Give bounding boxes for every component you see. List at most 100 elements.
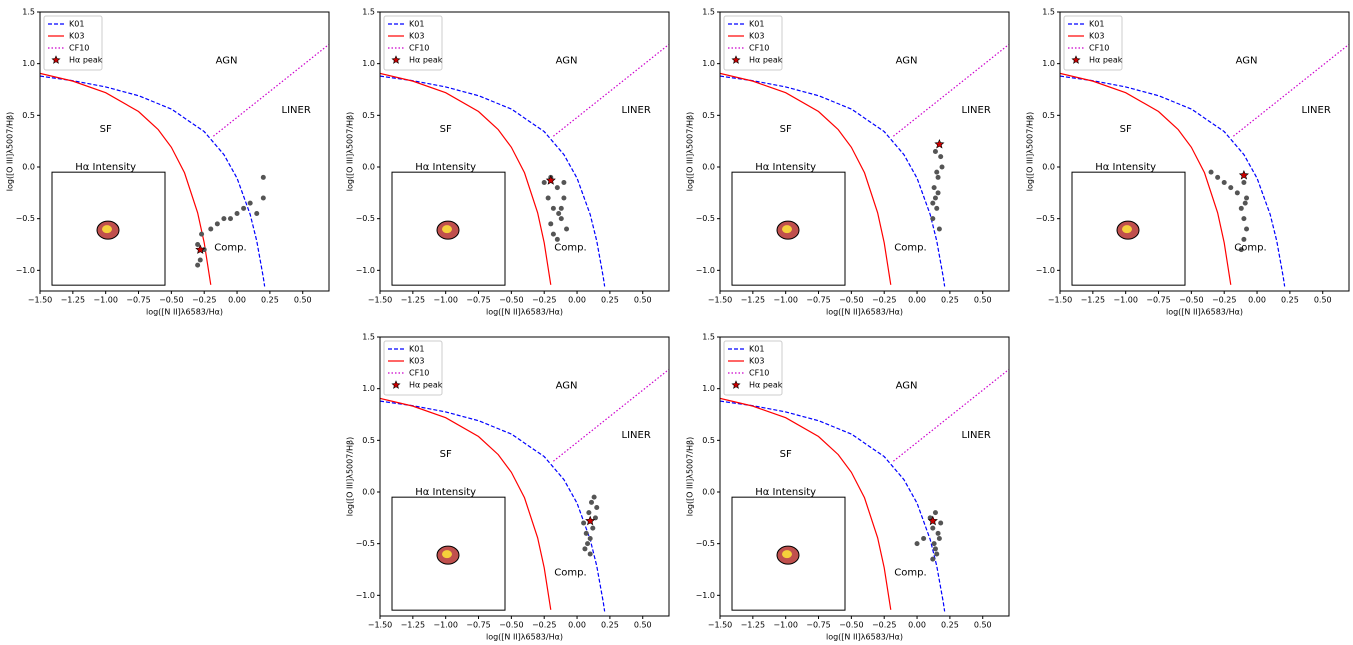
spaxel-point xyxy=(1222,180,1227,185)
spaxel-point xyxy=(934,206,939,211)
y-tick-label: 0.0 xyxy=(702,488,715,497)
spaxel-point xyxy=(559,206,564,211)
region-label: LINER xyxy=(282,105,311,116)
spaxel-point xyxy=(584,531,589,536)
legend-label: K03 xyxy=(69,32,84,41)
spaxel-point xyxy=(585,541,590,546)
spaxel-point xyxy=(1239,206,1244,211)
spaxel-point xyxy=(586,510,591,515)
x-tick-label: 0.25 xyxy=(601,621,619,630)
x-tick-label: −1.50 xyxy=(708,296,733,305)
spaxel-point xyxy=(548,221,553,226)
y-tick-label: 0.0 xyxy=(362,163,375,172)
y-tick-label: −1.0 xyxy=(696,266,715,275)
legend-label: K01 xyxy=(1089,20,1104,29)
spaxel-point xyxy=(248,201,253,206)
spaxel-point xyxy=(546,196,551,201)
x-tick-label: 0.50 xyxy=(974,621,992,630)
x-tick-label: −1.00 xyxy=(773,296,798,305)
y-tick-label: 0.5 xyxy=(362,111,375,120)
inset-core xyxy=(442,550,452,558)
spaxel-point xyxy=(588,536,593,541)
spaxel-point xyxy=(934,170,939,175)
y-tick-label: 1.0 xyxy=(362,59,375,68)
region-label: SF xyxy=(440,124,452,135)
y-tick-label: 1.5 xyxy=(702,8,715,17)
spaxel-point xyxy=(195,242,200,247)
x-tick-label: −1.25 xyxy=(401,296,426,305)
x-tick-label: −0.75 xyxy=(806,621,831,630)
legend-label: K01 xyxy=(749,345,764,354)
spaxel-point xyxy=(588,552,593,557)
y-tick-label: 0.5 xyxy=(1042,111,1055,120)
y-tick-label: −1.0 xyxy=(696,591,715,600)
x-tick-label: 0.25 xyxy=(601,296,619,305)
spaxel-point xyxy=(934,552,939,557)
inset-core xyxy=(782,225,792,233)
x-tick-label: 0.25 xyxy=(941,621,959,630)
y-tick-label: 1.0 xyxy=(702,59,715,68)
y-tick-label: −1.0 xyxy=(16,266,35,275)
region-label: Hα Intensity xyxy=(75,162,136,173)
legend-label: K03 xyxy=(749,357,764,366)
x-tick-label: −1.50 xyxy=(1048,296,1073,305)
spaxel-point xyxy=(930,201,935,206)
x-tick-label: −0.25 xyxy=(872,296,897,305)
region-label: AGN xyxy=(216,56,238,67)
y-tick-label: 0.0 xyxy=(1042,163,1055,172)
legend-label: K03 xyxy=(409,32,424,41)
spaxel-point xyxy=(915,541,920,546)
region-label: Hα Intensity xyxy=(415,487,476,498)
region-label: AGN xyxy=(896,381,918,392)
y-tick-label: 0.0 xyxy=(362,488,375,497)
y-tick-label: −1.0 xyxy=(356,591,375,600)
region-label: Hα Intensity xyxy=(755,487,816,498)
spaxel-point xyxy=(933,546,938,551)
y-tick-label: 1.5 xyxy=(362,8,375,17)
spaxel-point xyxy=(1243,201,1248,206)
region-label: Comp. xyxy=(554,243,586,254)
spaxel-point xyxy=(938,521,943,526)
y-tick-label: −0.5 xyxy=(1036,214,1055,223)
y-tick-label: 0.5 xyxy=(702,436,715,445)
spaxel-point xyxy=(937,227,942,232)
spaxel-point xyxy=(215,221,220,226)
spaxel-point xyxy=(936,190,941,195)
region-label: Comp. xyxy=(894,243,926,254)
x-tick-label: 0.00 xyxy=(568,296,586,305)
legend-label: Hα peak xyxy=(1089,56,1123,65)
spaxel-point xyxy=(235,211,240,216)
x-tick-label: −1.00 xyxy=(773,621,798,630)
x-tick-label: −1.25 xyxy=(741,296,766,305)
x-tick-label: −0.50 xyxy=(499,621,524,630)
spaxel-point xyxy=(198,258,203,263)
spaxel-point xyxy=(208,227,213,232)
spaxel-point xyxy=(241,206,246,211)
legend-label: K01 xyxy=(409,345,424,354)
x-tick-label: −0.50 xyxy=(499,296,524,305)
spaxel-point xyxy=(589,500,594,505)
legend-label: Hα peak xyxy=(749,56,783,65)
legend-label: K03 xyxy=(1089,32,1104,41)
region-label: LINER xyxy=(962,105,991,116)
x-tick-label: −1.00 xyxy=(433,296,458,305)
spaxel-point xyxy=(555,237,560,242)
y-axis-label: log([O III]λ5007/Hβ) xyxy=(6,112,15,192)
spaxel-point xyxy=(581,521,586,526)
x-axis-label: log([N II]λ6583/Hα) xyxy=(826,633,903,642)
x-tick-label: −1.50 xyxy=(368,296,393,305)
spaxel-point xyxy=(937,536,942,541)
legend-label: Hα peak xyxy=(69,56,103,65)
x-tick-label: 0.25 xyxy=(261,296,279,305)
y-tick-label: 0.0 xyxy=(22,163,35,172)
x-tick-label: −1.00 xyxy=(433,621,458,630)
x-tick-label: 0.50 xyxy=(634,296,652,305)
spaxel-point xyxy=(254,211,259,216)
x-axis-label: log([N II]λ6583/Hα) xyxy=(1166,308,1243,317)
inset-core xyxy=(782,550,792,558)
spaxel-point xyxy=(228,216,233,221)
x-tick-label: −0.25 xyxy=(1212,296,1237,305)
legend-label: CF10 xyxy=(1089,44,1109,53)
y-tick-label: 1.5 xyxy=(702,333,715,342)
